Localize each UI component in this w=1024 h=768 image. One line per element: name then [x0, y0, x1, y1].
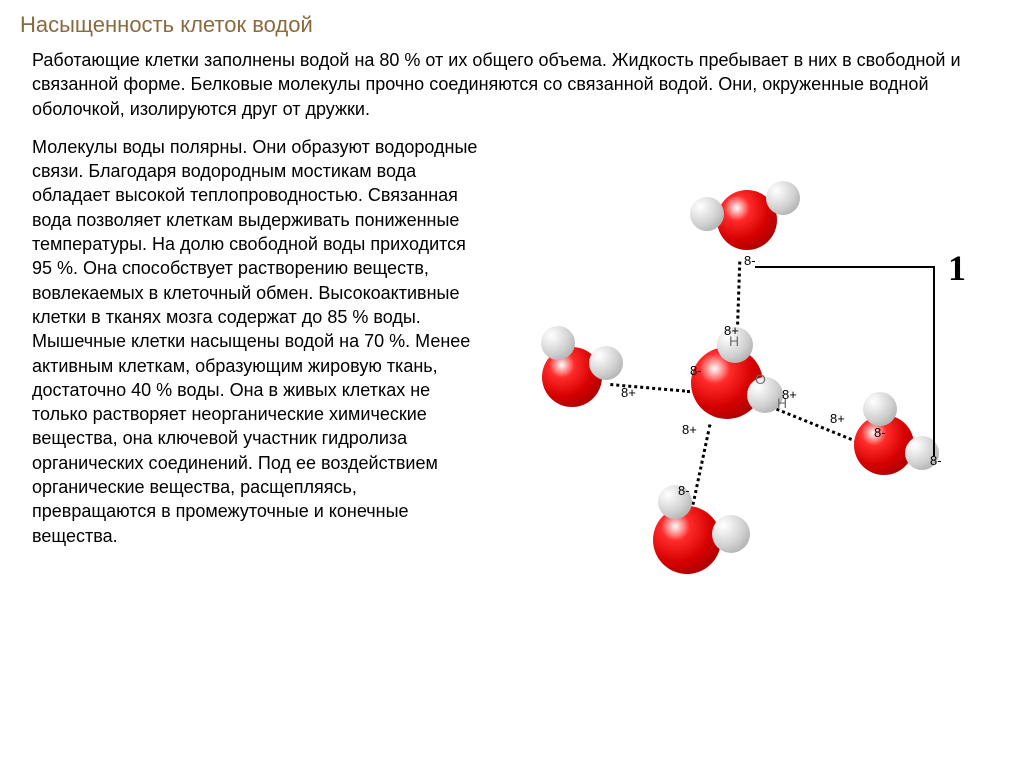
- partial-charge-label: 8+: [682, 422, 697, 437]
- hydrogen-bond: [689, 424, 712, 518]
- callout-line: [755, 266, 935, 268]
- diagram-column: HOH8-8+8-8+8+8-8+8+8-8-1: [490, 135, 1004, 585]
- callout-line: [933, 266, 935, 456]
- partial-charge-label: 8+: [782, 387, 797, 402]
- atom-label: O: [755, 371, 766, 387]
- partial-charge-label: 8-: [744, 253, 756, 268]
- page-title: Насыщенность клеток водой: [20, 12, 1004, 38]
- intro-paragraph: Работающие клетки заполнены водой на 80 …: [20, 48, 1004, 121]
- partial-charge-label: 8+: [621, 385, 636, 400]
- body-paragraph: Молекулы воды полярны. Они образуют водо…: [20, 135, 480, 585]
- hydrogen-atom: [766, 181, 800, 215]
- partial-charge-label: 8+: [724, 323, 739, 338]
- hydrogen-atom: [589, 346, 623, 380]
- partial-charge-label: 8-: [874, 425, 886, 440]
- hydrogen-bond: [769, 405, 863, 445]
- partial-charge-label: 8-: [930, 453, 942, 468]
- partial-charge-label: 8+: [830, 411, 845, 426]
- hydrogen-atom: [712, 515, 750, 553]
- main-row: Молекулы воды полярны. Они образуют водо…: [20, 135, 1004, 585]
- oxygen-atom: [653, 506, 721, 574]
- hydrogen-atom: [690, 197, 724, 231]
- partial-charge-label: 8-: [678, 483, 690, 498]
- hydrogen-atom: [541, 326, 575, 360]
- callout-number: 1: [948, 247, 966, 289]
- partial-charge-label: 8-: [690, 363, 702, 378]
- hydrogen-atom: [863, 392, 897, 426]
- water-molecules-diagram: HOH8-8+8-8+8+8-8+8+8-8-1: [512, 155, 982, 585]
